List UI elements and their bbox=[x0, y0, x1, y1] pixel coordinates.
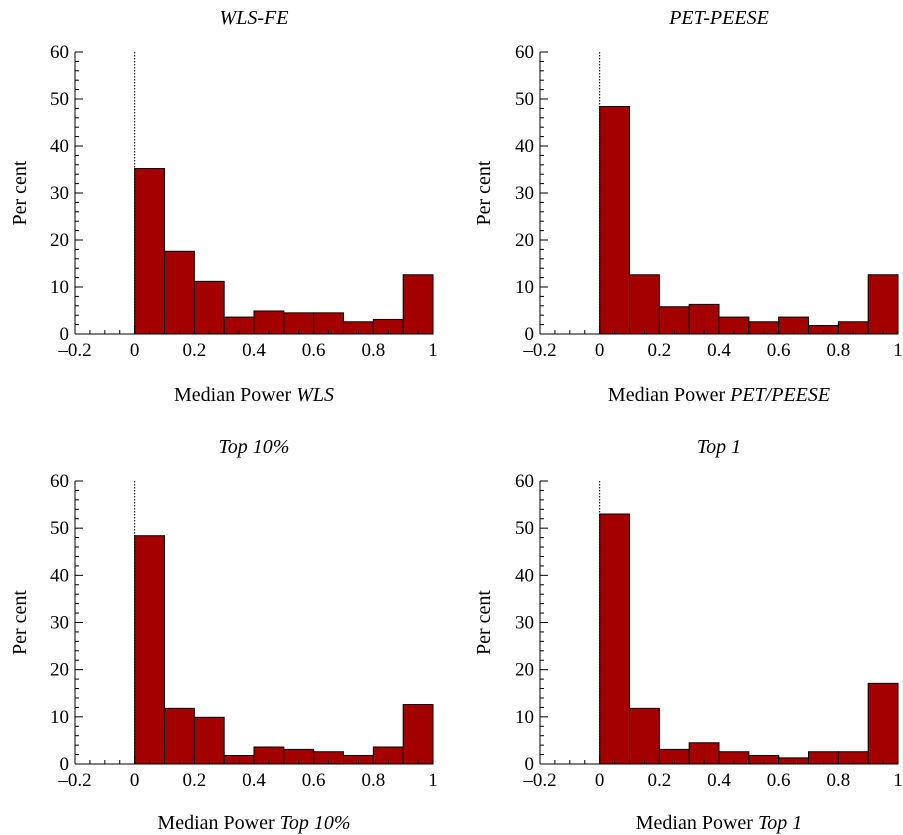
chart-title: Top 1 bbox=[697, 436, 741, 458]
y-tick-label: 30 bbox=[50, 613, 69, 634]
x-tick-label: 0.2 bbox=[647, 770, 671, 791]
x-tick-label: 1 bbox=[428, 340, 438, 361]
y-tick-label: 0 bbox=[60, 754, 70, 775]
x-tick-label: 0 bbox=[130, 340, 140, 361]
y-tick-label: 30 bbox=[515, 613, 534, 634]
histogram-bar bbox=[193, 280, 225, 335]
y-tick-label: 10 bbox=[515, 707, 534, 728]
y-tick-label: 60 bbox=[515, 471, 534, 492]
histogram-bar bbox=[193, 716, 225, 765]
x-tick-label: 0.6 bbox=[302, 340, 326, 361]
y-tick-label: 10 bbox=[50, 707, 69, 728]
x-tick-label: 0 bbox=[130, 770, 140, 791]
x-axis-label: Median Power WLS bbox=[174, 384, 334, 406]
x-axis-label-italic: WLS bbox=[296, 384, 334, 406]
histogram-bar bbox=[867, 274, 899, 335]
y-tick-label: 20 bbox=[50, 230, 69, 251]
y-tick-label: 60 bbox=[50, 471, 69, 492]
x-tick-label: 1 bbox=[893, 340, 903, 361]
y-axis-label: Per cent bbox=[9, 590, 31, 655]
x-tick-label: 0.6 bbox=[767, 340, 791, 361]
x-tick-label: –0.2 bbox=[57, 340, 91, 361]
y-tick-label: 30 bbox=[515, 183, 534, 204]
x-axis-label-text: Median Power bbox=[157, 812, 275, 834]
histogram-bar bbox=[134, 535, 166, 765]
y-tick-label: 50 bbox=[515, 89, 534, 110]
x-tick-label: 0.4 bbox=[242, 770, 266, 791]
y-tick-label: 60 bbox=[515, 42, 534, 63]
x-tick-label: 0.8 bbox=[826, 340, 850, 361]
x-axis-label-italic: Top 10% bbox=[280, 812, 351, 834]
histogram-bar bbox=[688, 303, 720, 335]
chart-title: WLS-FE bbox=[220, 7, 289, 29]
histogram-bar bbox=[599, 513, 631, 765]
y-axis-label: Per cent bbox=[473, 590, 495, 655]
y-tick-label: 60 bbox=[50, 42, 69, 63]
x-tick-label: 0 bbox=[595, 770, 605, 791]
histogram-bar bbox=[658, 306, 690, 335]
y-tick-label: 10 bbox=[50, 277, 69, 298]
y-tick-label: 20 bbox=[515, 230, 534, 251]
histogram-bar bbox=[629, 707, 660, 765]
x-tick-label: 0.4 bbox=[242, 340, 266, 361]
x-axis-label-italic: PET/PEESE bbox=[729, 384, 830, 406]
y-tick-label: 20 bbox=[50, 660, 69, 681]
histogram-bar bbox=[402, 704, 434, 765]
x-tick-label: –0.2 bbox=[57, 770, 91, 791]
x-tick-label: 0.6 bbox=[302, 770, 326, 791]
x-tick-label: –0.2 bbox=[522, 340, 556, 361]
x-tick-label: 0.2 bbox=[182, 770, 206, 791]
histogram-bar bbox=[164, 707, 195, 765]
y-tick-label: 0 bbox=[60, 324, 70, 345]
histogram-bar bbox=[867, 682, 899, 765]
x-tick-label: 0.2 bbox=[647, 340, 671, 361]
y-tick-label: 40 bbox=[50, 565, 69, 586]
x-tick-label: 0 bbox=[595, 340, 605, 361]
y-tick-label: 30 bbox=[50, 183, 69, 204]
x-axis-label: Median Power Top 1 bbox=[636, 812, 803, 834]
x-axis-label-text: Median Power bbox=[636, 812, 754, 834]
y-tick-label: 50 bbox=[50, 518, 69, 539]
y-tick-label: 40 bbox=[50, 136, 69, 157]
x-tick-label: 0.2 bbox=[182, 340, 206, 361]
y-tick-label: 40 bbox=[515, 565, 534, 586]
chart-title: Top 10% bbox=[219, 436, 290, 458]
y-tick-label: 50 bbox=[515, 518, 534, 539]
histogram-bar bbox=[134, 168, 166, 335]
x-tick-label: 0.4 bbox=[707, 340, 731, 361]
y-tick-label: 40 bbox=[515, 136, 534, 157]
y-axis-label: Per cent bbox=[473, 160, 495, 225]
y-tick-label: 10 bbox=[515, 277, 534, 298]
histogram-bar bbox=[629, 274, 660, 335]
y-tick-label: 0 bbox=[525, 754, 535, 775]
y-axis-label: Per cent bbox=[9, 160, 31, 225]
histogram-bar bbox=[599, 106, 631, 335]
x-axis-label-text: Median Power bbox=[608, 384, 726, 406]
x-tick-label: 0.8 bbox=[361, 340, 385, 361]
x-tick-label: 0.6 bbox=[767, 770, 791, 791]
x-tick-label: 1 bbox=[428, 770, 438, 791]
x-axis-label: Median Power Top 10% bbox=[157, 812, 350, 834]
x-axis-label-italic: Top 1 bbox=[758, 812, 802, 834]
y-tick-label: 50 bbox=[50, 89, 69, 110]
x-tick-label: –0.2 bbox=[522, 770, 556, 791]
y-tick-label: 20 bbox=[515, 660, 534, 681]
histogram-bar bbox=[164, 250, 195, 335]
x-tick-label: 0.8 bbox=[361, 770, 385, 791]
x-tick-label: 1 bbox=[893, 770, 903, 791]
x-axis-label-text: Median Power bbox=[174, 384, 292, 406]
x-tick-label: 0.8 bbox=[826, 770, 850, 791]
histogram-bar bbox=[402, 274, 434, 335]
x-axis-label: Median Power PET/PEESE bbox=[608, 384, 830, 406]
y-tick-label: 0 bbox=[525, 324, 535, 345]
chart-title: PET-PEESE bbox=[668, 7, 769, 29]
x-tick-label: 0.4 bbox=[707, 770, 731, 791]
